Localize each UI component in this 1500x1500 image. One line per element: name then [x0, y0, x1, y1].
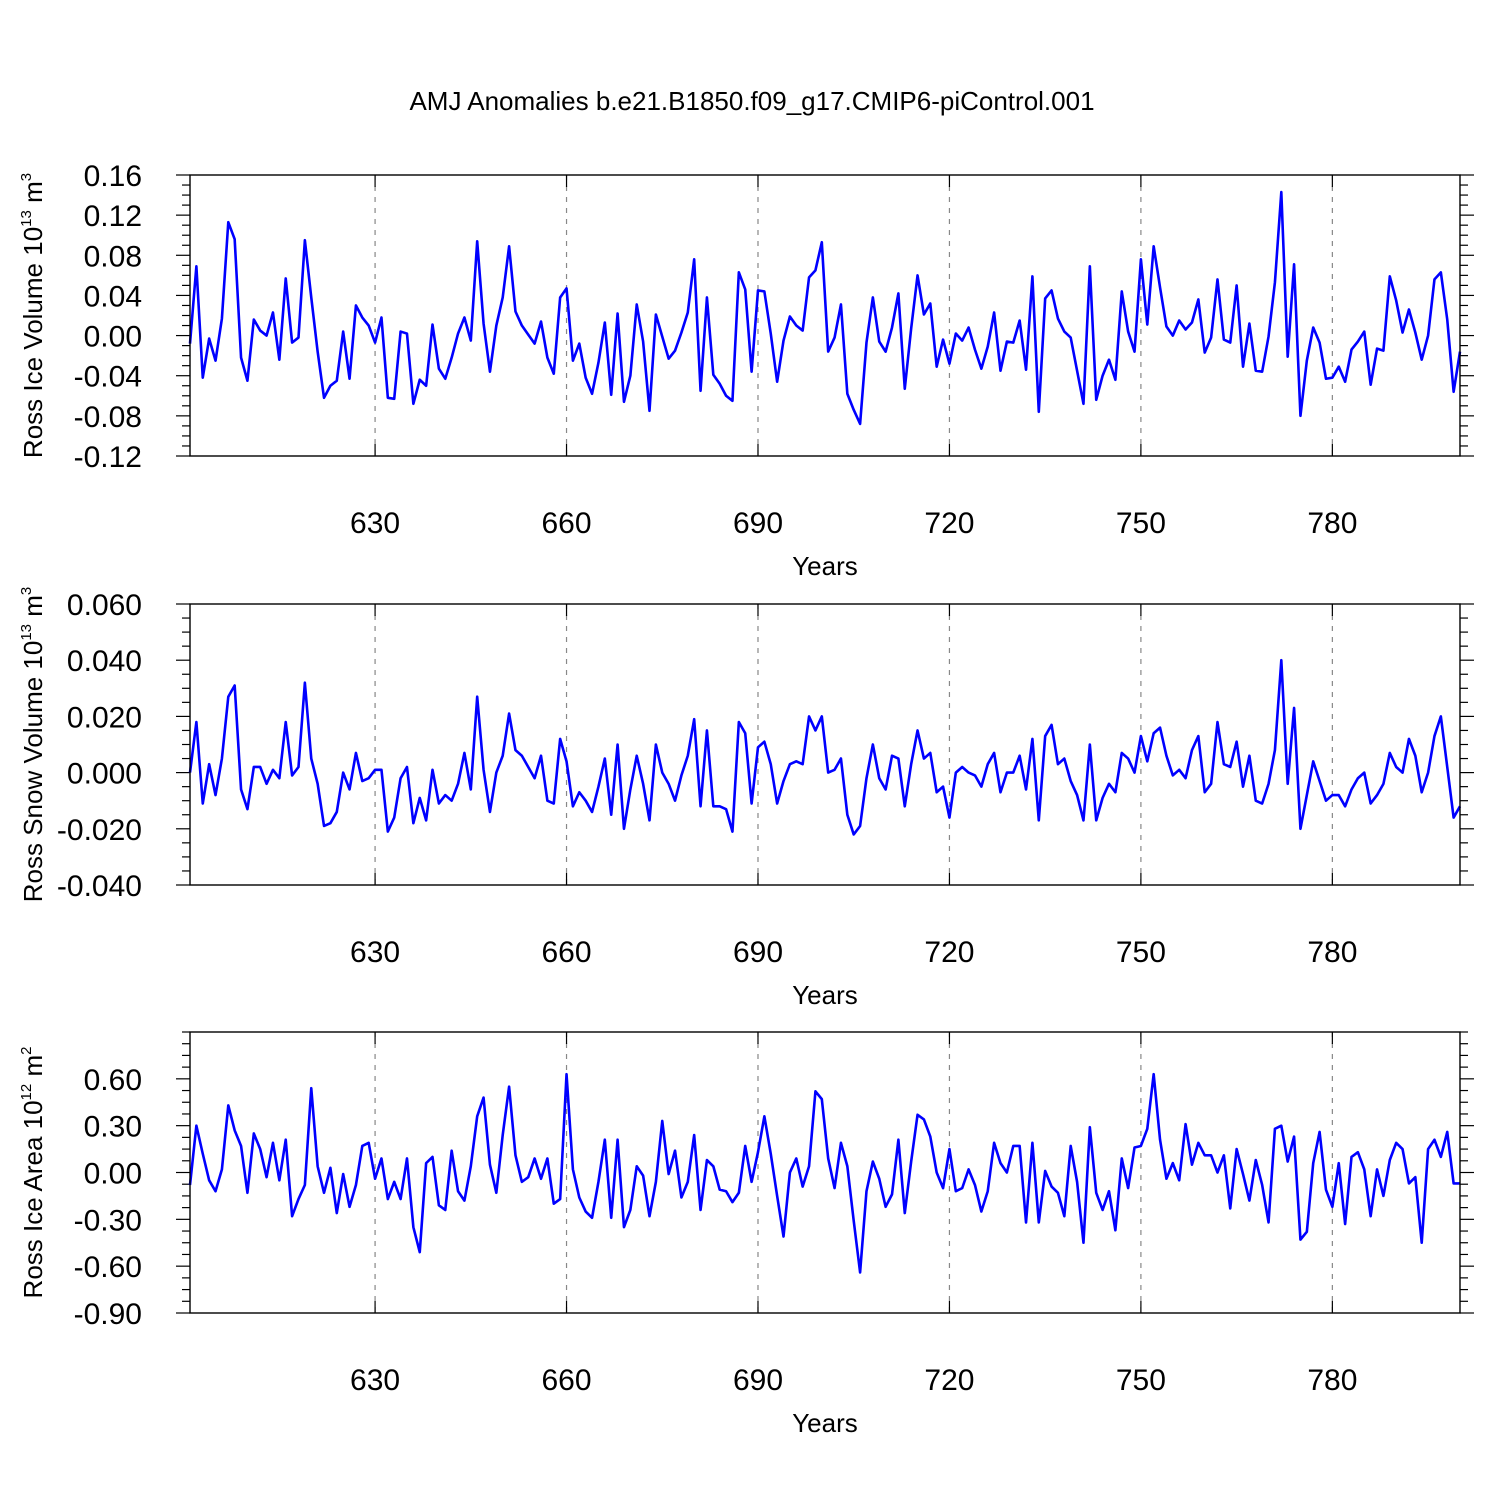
x-tick-label: 780 [1307, 1364, 1357, 1397]
x-tick-label: 750 [1116, 936, 1166, 969]
y-axis-label-ylabel-exp: 13 [18, 624, 35, 641]
y-tick-label: -0.040 [57, 870, 142, 903]
series-line [188, 658, 1462, 836]
x-tick-label: 690 [733, 936, 783, 969]
y-axis-label-ylabel: Ross Ice Area 10 [18, 1100, 48, 1298]
series-line [188, 1072, 1460, 1274]
x-tick-label: 660 [542, 1364, 592, 1397]
x-tick-label: 660 [542, 936, 592, 969]
series-line [188, 190, 1462, 426]
y-axis-label-ylabel-unit-exp: 3 [18, 587, 35, 595]
x-tick-label: 630 [350, 936, 400, 969]
y-tick-label: -0.020 [57, 814, 142, 847]
panel-1: 630 660 690 720 750 780 0.16 0.12 0.08 0.04 0.00 -0… [18, 160, 1474, 581]
y-tick-label: -0.08 [74, 401, 142, 434]
y-axis-label-ylabel-unit-exp: 3 [18, 173, 35, 181]
y-tick-label: 0.60 [84, 1064, 142, 1097]
y-tick-label: 0.12 [84, 200, 142, 233]
y-tick-label: 0.00 [84, 321, 142, 354]
y-tick-label: -0.90 [74, 1298, 142, 1331]
x-tick-label: 660 [542, 507, 592, 540]
plot-frame [189, 174, 1461, 457]
x-tick-label: 780 [1307, 507, 1357, 540]
y-axis-label-ylabel: Ross Ice Volume 10 [18, 227, 48, 458]
x-tick-label: 630 [350, 507, 400, 540]
plot-frame [189, 603, 1461, 886]
y-tick-label: 0.020 [67, 701, 142, 734]
x-axis-label: Years [792, 551, 858, 581]
y-tick-label: 0.060 [67, 589, 142, 622]
x-tick-label: 750 [1116, 507, 1166, 540]
x-tick-label: 630 [350, 1364, 400, 1397]
y-tick-label: 0.16 [84, 160, 142, 193]
y-axis-label-ylabel-unit: m [18, 1055, 48, 1084]
y-tick-label: 0.040 [67, 645, 142, 678]
y-axis-label: Ross Ice Area 1012 m2 [18, 1047, 48, 1299]
y-tick-label: 0.00 [84, 1158, 142, 1191]
y-axis-label-ylabel-exp: 13 [18, 210, 35, 227]
y-axis-label-ylabel-unit: m [18, 595, 48, 624]
y-tick-label: -0.60 [74, 1251, 142, 1284]
x-tick-label: 690 [733, 507, 783, 540]
y-axis-label: Ross Snow Volume 1013 m3 [18, 587, 48, 903]
x-axis-label: Years [792, 1408, 858, 1438]
figure-title: AMJ Anomalies b.e21.B1850.f09_g17.CMIP6-… [409, 86, 1094, 116]
y-tick-label: 0.04 [84, 280, 142, 313]
x-tick-label: 690 [733, 1364, 783, 1397]
panels: 630 660 690 720 750 780 0.16 0.12 0.08 0.04 0.00 -0… [18, 160, 1474, 1438]
y-tick-label: 0.000 [67, 758, 142, 791]
y-tick-label: -0.04 [74, 361, 142, 394]
y-axis-label-ylabel-exp: 12 [18, 1084, 35, 1101]
y-tick-label: 0.08 [84, 240, 142, 273]
y-axis-label-ylabel: Ross Snow Volume 10 [18, 641, 48, 903]
y-axis-label-ylabel-unit-exp: 2 [18, 1047, 35, 1055]
panel-3: 630 660 690 720 750 780 0.60 0.30 0.00 -0.30 -0.60… [18, 1031, 1474, 1438]
x-tick-label: 720 [924, 1364, 974, 1397]
plot-frame [189, 1031, 1461, 1314]
y-axis-label: Ross Ice Volume 1013 m3 [18, 173, 48, 458]
y-tick-label: -0.12 [74, 441, 142, 474]
y-tick-label: -0.30 [74, 1204, 142, 1237]
x-axis-label: Years [792, 980, 858, 1010]
x-tick-label: 780 [1307, 936, 1357, 969]
x-tick-label: 720 [924, 507, 974, 540]
panel-2: 630 660 690 720 750 780 0.060 0.040 0.020 0.000 -0… [18, 587, 1474, 1010]
y-axis-label-ylabel-unit: m [18, 181, 48, 210]
x-tick-label: 720 [924, 936, 974, 969]
x-tick-label: 750 [1116, 1364, 1166, 1397]
y-tick-label: 0.30 [84, 1111, 142, 1144]
